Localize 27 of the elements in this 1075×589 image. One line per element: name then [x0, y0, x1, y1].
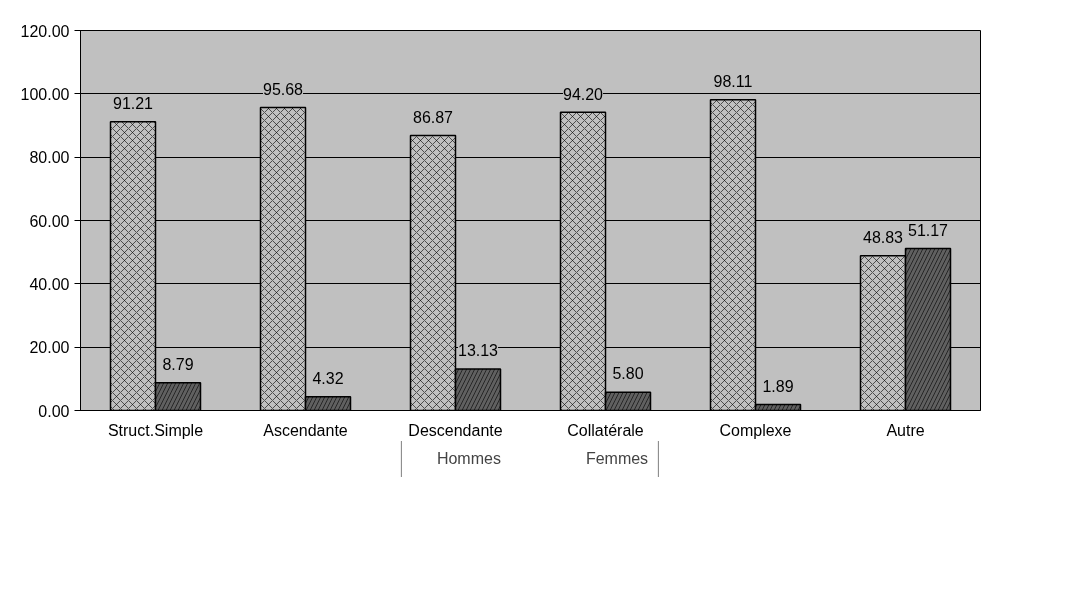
data-label: 94.20	[562, 85, 604, 103]
x-tick-label: Autre	[886, 421, 925, 439]
data-label: 51.17	[907, 221, 949, 239]
data-label: 1.89	[762, 377, 794, 395]
data-label: 91.21	[112, 95, 154, 112]
data-label: 13.13	[457, 342, 499, 360]
y-tick-label: 80.00	[29, 149, 70, 167]
x-tick-label: Collatérale	[567, 421, 644, 439]
data-label: 8.79	[162, 356, 194, 373]
y-tick-label: 60.00	[29, 212, 70, 230]
data-label: 48.83	[862, 229, 904, 247]
x-tick-label: Ascendante	[263, 421, 348, 439]
text: Femmes	[585, 450, 649, 468]
text: Hommes	[436, 450, 501, 468]
y-tick-label: 20.00	[29, 339, 70, 357]
data-label: 98.11	[713, 73, 753, 91]
x-tick-label: Complexe	[719, 421, 792, 439]
y-tick-label: 120.00	[20, 22, 70, 40]
data-label: 95.68	[262, 80, 304, 98]
y-tick-label: 0.00	[38, 402, 70, 420]
y-tick-label: 40.00	[29, 275, 70, 293]
x-tick-label: Descendante	[408, 421, 503, 439]
data-label: 86.87	[412, 108, 454, 126]
x-tick-label: Struct.Simple	[107, 421, 204, 439]
data-label: 4.32	[312, 370, 344, 388]
data-label: 5.80	[612, 365, 644, 383]
y-tick-label: 100.00	[20, 85, 70, 103]
